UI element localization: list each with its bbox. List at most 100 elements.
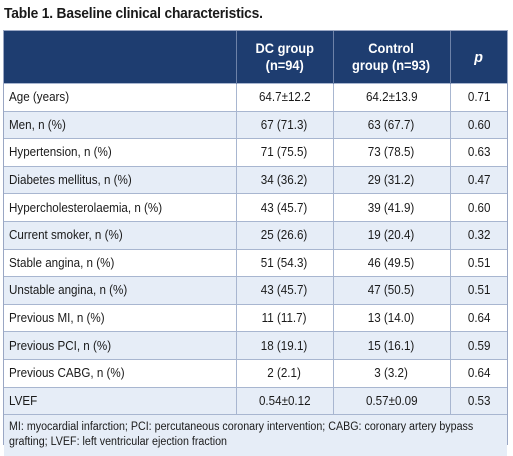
row-label-cell-text: Previous MI, n (%): [9, 311, 105, 326]
row-label-cell-text: Stable angina, n (%): [9, 255, 115, 270]
row-p-cell-text: 0.51: [467, 283, 491, 298]
row-dc-cell-text: 51 (54.3): [261, 255, 308, 270]
row-control-cell-text: 3 (3.2): [374, 366, 409, 381]
row-p-cell: 0.53: [450, 386, 507, 415]
row-dc-cell-text: 25 (26.6): [261, 228, 308, 243]
table-row: Hypercholesterolaemia, n (%) 43 (45.7) 39 …: [4, 193, 507, 222]
row-control-cell-text: 46 (49.5): [368, 255, 415, 270]
row-label-cell-text: LVEF: [9, 393, 38, 408]
table-row: Previous MI, n (%) 11 (11.7) 13 (14.0) 0.64: [4, 303, 507, 332]
table-row: Age (years) 64.7±12.2 64.2±13.9 0.71: [4, 83, 507, 112]
header-cell-control-group: Control group (n=93): [333, 31, 451, 84]
table-row: Unstable angina, n (%) 43 (45.7) 47 (50.5)…: [4, 276, 507, 305]
row-p-cell: 0.32: [450, 220, 507, 250]
row-label-cell: Stable angina, n (%): [4, 248, 237, 277]
row-dc-cell: 34 (36.2): [236, 165, 334, 194]
row-control-cell: 19 (20.4): [333, 220, 451, 250]
row-p-cell-text: 0.32: [467, 228, 491, 243]
row-dc-cell: 71 (75.5): [236, 138, 334, 167]
baseline-table: DC group (n=94) Control group (n=93) p A…: [3, 30, 508, 456]
row-label-cell: Hypercholesterolaemia, n (%): [4, 193, 237, 222]
row-control-cell: 13 (14.0): [333, 303, 451, 332]
row-label-cell: Previous PCI, n (%): [4, 331, 237, 360]
header-row: DC group (n=94) Control group (n=93) p: [4, 31, 507, 84]
row-dc-cell: 25 (26.6): [236, 220, 334, 250]
row-p-cell: 0.60: [450, 110, 507, 139]
row-p-cell: 0.59: [450, 331, 507, 360]
table-row: Diabetes mellitus, n (%) 34 (36.2) 29 (31.…: [4, 165, 507, 194]
row-dc-cell-text: 71 (75.5): [261, 145, 308, 160]
row-dc-cell-text: 67 (71.3): [261, 117, 308, 132]
row-dc-cell: 67 (71.3): [236, 110, 334, 139]
row-label-cell: Men, n (%): [4, 110, 237, 139]
header-control-line1: Control: [368, 41, 415, 56]
row-label-cell-text: Hypertension, n (%): [9, 145, 112, 160]
table-row: Previous CABG, n (%) 2 (2.1) 3 (3.2) 0.64: [4, 358, 507, 388]
row-control-cell-text: 39 (41.9): [368, 200, 415, 215]
row-control-cell: 3 (3.2): [333, 358, 451, 388]
row-dc-cell-text: 2 (2.1): [267, 366, 302, 381]
row-control-cell-text: 63 (67.7): [368, 117, 415, 132]
row-control-cell: 64.2±13.9: [333, 83, 451, 112]
header-p-label: p: [474, 48, 484, 66]
header-cell-p: p: [450, 31, 507, 84]
table-footnote: MI: myocardial infarction; PCI: percutan…: [4, 414, 507, 456]
row-control-cell-text: 73 (78.5): [368, 145, 415, 160]
header-dc-line2: (n=94): [265, 58, 304, 73]
row-p-cell: 0.51: [450, 248, 507, 277]
header-control-line2: group (n=93): [352, 58, 431, 73]
row-p-cell-text: 0.51: [467, 255, 491, 270]
row-p-cell-text: 0.60: [467, 200, 491, 215]
row-label-cell-text: Unstable angina, n (%): [9, 283, 128, 298]
table-caption: Table 1. Baseline clinical characteristi…: [4, 5, 263, 22]
row-dc-cell-text: 0.54±0.12: [258, 393, 311, 408]
row-control-cell-text: 15 (16.1): [368, 338, 415, 353]
row-dc-cell: 2 (2.1): [236, 358, 334, 388]
table-row: LVEF 0.54±0.12 0.57±0.09 0.53: [4, 386, 507, 415]
row-p-cell-text: 0.60: [467, 117, 491, 132]
row-dc-cell: 51 (54.3): [236, 248, 334, 277]
row-control-cell: 0.57±0.09: [333, 386, 451, 415]
row-control-cell-text: 13 (14.0): [368, 311, 415, 326]
row-control-cell: 73 (78.5): [333, 138, 451, 167]
table-body: Age (years) 64.7±12.2 64.2±13.9 0.71 Men, n …: [4, 83, 507, 415]
row-p-cell: 0.64: [450, 303, 507, 332]
table-row: Current smoker, n (%) 25 (26.6) 19 (20.4) 0…: [4, 220, 507, 250]
row-dc-cell-text: 18 (19.1): [261, 338, 308, 353]
row-control-cell: 29 (31.2): [333, 165, 451, 194]
row-p-cell: 0.71: [450, 83, 507, 112]
row-label-cell: Hypertension, n (%): [4, 138, 237, 167]
row-label-cell-text: Age (years): [9, 90, 70, 105]
row-label-cell: Unstable angina, n (%): [4, 276, 237, 305]
row-p-cell-text: 0.47: [467, 173, 491, 188]
row-p-cell-text: 0.71: [467, 90, 491, 105]
row-p-cell-text: 0.59: [467, 338, 491, 353]
row-p-cell: 0.63: [450, 138, 507, 167]
header-cell-dc-group: DC group (n=94): [236, 31, 334, 84]
row-dc-cell-text: 43 (45.7): [261, 200, 308, 215]
row-label-cell-text: Previous CABG, n (%): [9, 366, 125, 381]
row-label-cell-text: Current smoker, n (%): [9, 228, 123, 243]
row-dc-cell: 0.54±0.12: [236, 386, 334, 415]
row-dc-cell-text: 11 (11.7): [262, 311, 307, 326]
row-p-cell-text: 0.64: [467, 311, 491, 326]
row-control-cell-text: 19 (20.4): [368, 228, 415, 243]
row-p-cell: 0.64: [450, 358, 507, 388]
row-label-cell: Previous MI, n (%): [4, 303, 237, 332]
table-row: Men, n (%) 67 (71.3) 63 (67.7) 0.60: [4, 110, 507, 139]
header-cell-label: [4, 31, 237, 84]
row-control-cell-text: 29 (31.2): [368, 173, 415, 188]
row-control-cell-text: 64.2±13.9: [365, 90, 418, 105]
row-label-cell: LVEF: [4, 386, 237, 415]
row-label-cell-text: Diabetes mellitus, n (%): [9, 173, 132, 188]
table-row: Stable angina, n (%) 51 (54.3) 46 (49.5) 0.…: [4, 248, 507, 277]
row-p-cell: 0.60: [450, 193, 507, 222]
row-dc-cell-text: 64.7±12.2: [258, 90, 311, 105]
row-control-cell-text: 47 (50.5): [368, 283, 415, 298]
row-p-cell-text: 0.64: [467, 366, 491, 381]
row-p-cell-text: 0.53: [467, 393, 491, 408]
row-dc-cell-text: 43 (45.7): [261, 283, 308, 298]
row-label-cell-text: Previous PCI, n (%): [9, 338, 112, 353]
row-dc-cell: 18 (19.1): [236, 331, 334, 360]
row-dc-cell: 11 (11.7): [236, 303, 334, 332]
